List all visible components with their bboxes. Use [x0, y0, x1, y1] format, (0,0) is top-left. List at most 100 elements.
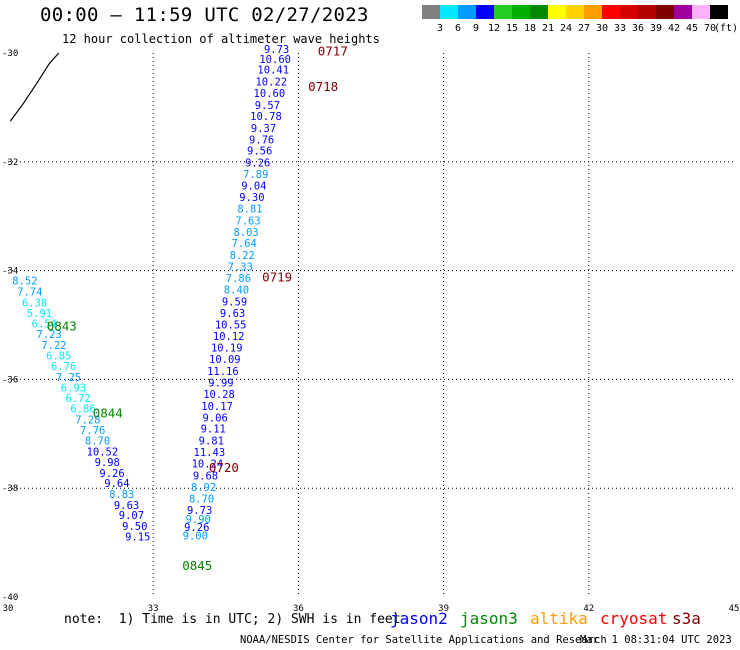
legend-label: 6 — [454, 23, 462, 34]
legend-swatch — [656, 5, 674, 19]
wave-height-value: 8.03 — [233, 227, 258, 239]
pass-time-label: 0718 — [308, 79, 338, 94]
wave-height-value: 8.83 — [109, 489, 134, 501]
wave-height-value: 11.43 — [194, 447, 226, 459]
wave-height-value: 8.70 — [85, 436, 110, 448]
legend-label: 42 — [667, 23, 681, 34]
legend-label: 9 — [472, 23, 480, 34]
wave-height-value: 9.04 — [241, 181, 266, 193]
legend-swatch — [530, 5, 548, 19]
wave-height-value: 9.76 — [249, 134, 274, 146]
wave-height-value: 8.92 — [191, 482, 216, 494]
legend-swatch — [710, 5, 728, 19]
coastline — [9, 52, 60, 122]
wave-height-value: 10.52 — [87, 447, 119, 459]
satellite-label: jason2 — [390, 609, 448, 628]
wave-height-value: 10.28 — [203, 389, 235, 401]
legend-swatch — [638, 5, 656, 19]
satellite-label: cryosat — [600, 609, 668, 628]
wave-height-value: 10.55 — [215, 319, 247, 331]
wave-height-value: 7.74 — [17, 287, 42, 299]
legend-label: 45 — [685, 23, 699, 34]
lon-tick-label: 42 — [583, 604, 594, 614]
page-subtitle: 12 hour collection of altimeter wave hei… — [62, 32, 380, 46]
wave-height-value: 6.93 — [61, 382, 86, 394]
legend-unit: (ft) — [714, 23, 739, 34]
legend-swatch — [422, 5, 440, 19]
legend-label: 24 — [559, 23, 573, 34]
legend-label: 18 — [523, 23, 537, 34]
wave-height-value: 9.06 — [203, 412, 228, 424]
lat-tick-label: -30 — [2, 49, 18, 59]
wave-height-value: 9.26 — [99, 468, 124, 480]
legend-label: 39 — [649, 23, 663, 34]
wave-height-value: 9.11 — [201, 424, 226, 436]
legend-label: 3 — [436, 23, 444, 34]
wave-height-value: 7.63 — [235, 215, 260, 227]
pass-time-label: 0719 — [262, 269, 292, 284]
wave-height-value: 6.86 — [70, 404, 95, 416]
legend-swatch — [584, 5, 602, 19]
wave-height-value: 9.68 — [193, 470, 218, 482]
legend-swatch — [494, 5, 512, 19]
wave-height-value: 7.89 — [243, 169, 268, 181]
wave-height-value: 6.72 — [66, 393, 91, 405]
lon-tick-label: 30 — [3, 604, 14, 614]
legend-swatch — [566, 5, 584, 19]
wave-height-value: 9.98 — [95, 457, 120, 469]
legend-swatch — [440, 5, 458, 19]
pass-time-label: 0720 — [209, 460, 239, 475]
legend-swatch — [620, 5, 638, 19]
wave-height-value: 9.07 — [119, 510, 144, 522]
footer-note: note: 1) Time is in UTC; 2) SWH is in fe… — [64, 612, 401, 627]
wave-height-value: 9.90 — [186, 514, 211, 526]
wave-height-value: 9.63 — [114, 500, 139, 512]
wave-height-value: 8.22 — [230, 250, 255, 262]
wave-height-value: 8.81 — [237, 203, 262, 215]
wave-height-value: 9.81 — [199, 436, 224, 448]
page-title: 00:00 – 11:59 UTC 02/27/2023 — [40, 4, 369, 26]
wave-height-value: 10.60 — [254, 88, 286, 100]
wave-height-value: 9.30 — [239, 192, 264, 204]
legend-label: 15 — [505, 23, 519, 34]
satellite-label: jason3 — [460, 609, 518, 628]
wave-height-value: 6.85 — [46, 350, 71, 362]
legend-label: 12 — [487, 23, 501, 34]
wave-height-value: 7.22 — [41, 340, 66, 352]
wave-height-value: 7.86 — [226, 273, 251, 285]
wave-height-value: 7.76 — [80, 425, 105, 437]
wave-height-value: 9.59 — [222, 296, 247, 308]
legend-swatch — [458, 5, 476, 19]
wave-height-value: 7.23 — [36, 329, 61, 341]
legend-label: 36 — [631, 23, 645, 34]
wave-height-value: 9.64 — [104, 478, 129, 490]
wave-height-value: 9.15 — [125, 531, 150, 543]
wave-height-value: 8.40 — [224, 284, 249, 296]
wave-height-value: 6.38 — [22, 298, 47, 310]
satellite-label: altika — [530, 609, 588, 628]
wave-height-value: 10.12 — [213, 331, 245, 343]
wave-height-value: 7.28 — [75, 414, 100, 426]
wave-height-value: 9.56 — [247, 146, 272, 158]
wave-height-value: 5.91 — [27, 308, 52, 320]
lon-tick-label: 33 — [148, 604, 159, 614]
wave-height-value: 9.57 — [255, 100, 280, 112]
legend-label: 70 — [703, 23, 717, 34]
wave-height-value: 10.19 — [211, 343, 243, 355]
legend-swatch — [692, 5, 710, 19]
wave-height-value: 11.16 — [207, 366, 239, 378]
wave-height-value: 9.99 — [208, 377, 233, 389]
wave-height-value: 7.25 — [56, 372, 81, 384]
lat-tick-label: -34 — [2, 267, 18, 277]
pass-time-label: 0844 — [93, 405, 123, 420]
pass-time-label: 0843 — [47, 318, 77, 333]
wave-height-value: 9.00 — [183, 530, 208, 542]
legend-swatch — [476, 5, 494, 19]
wave-height-value: 10.41 — [257, 65, 289, 77]
legend-label: 30 — [595, 23, 609, 34]
credit-text: NOAA/NESDIS Center for Satellite Applica… — [240, 634, 607, 646]
wave-height-value: 9.50 — [122, 521, 147, 533]
pass-time-label: 0845 — [182, 558, 212, 573]
legend-label: 27 — [577, 23, 591, 34]
wave-height-value: 9.63 — [220, 308, 245, 320]
